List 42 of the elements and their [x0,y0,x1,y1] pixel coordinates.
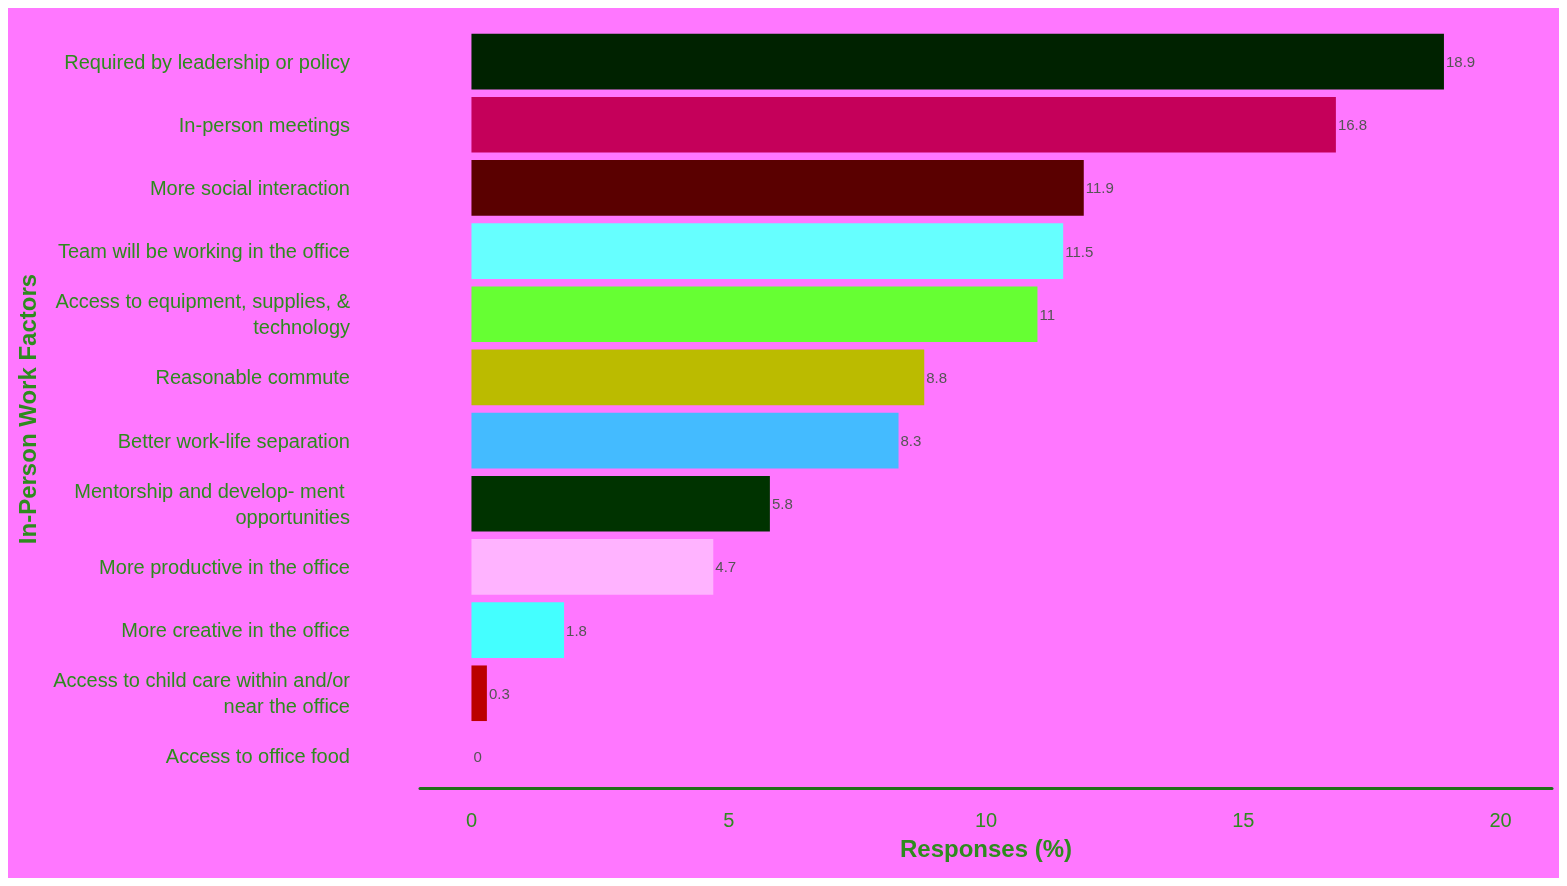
data-label: 8.3 [900,432,922,450]
y-axis-title: In-Person Work Factors [13,273,41,545]
bar [471,602,565,658]
bar [471,286,1038,343]
y-tick-label: Reasonable commute [155,366,350,389]
data-label: 1.8 [566,621,587,639]
bar [471,96,1336,153]
data-label: 0.3 [488,684,510,702]
data-label: 5.8 [771,495,793,513]
y-tick-label: More social interaction [149,176,350,199]
y-tick-label: Access to child care within and/or near the office [53,669,351,718]
x-tick-label: 20 [1489,809,1512,831]
y-tick-label: Required by leadership or policy [64,50,350,73]
y-tick-label: In-person meetings [178,113,350,136]
x-tick-label: 5 [723,809,735,831]
y-tick-label: Team will be working in the office [58,240,350,263]
y-tick-label: More productive in the office [99,555,350,578]
y-tick-label: Access to office food [165,745,350,768]
data-label: 11.5 [1065,242,1094,260]
bar [471,33,1444,90]
bar [471,475,770,532]
data-label: 11.9 [1085,179,1114,197]
data-label: 0 [473,747,482,765]
y-tick-label: Access to equipment, supplies, & technology [55,290,351,339]
data-label: 8.8 [926,368,948,386]
x-axis-title: Responses (%) [899,834,1073,862]
x-tick-label: 15 [1232,809,1255,831]
data-label: 18.9 [1445,53,1476,71]
bar [471,539,714,595]
data-label: 4.7 [715,558,737,576]
y-tick-label: Mentorship and develop- ment opportunities [74,479,350,528]
bar [471,665,487,722]
bar [471,223,1064,279]
bar [471,412,899,469]
x-tick-label: 0 [465,809,478,831]
y-tick-label: Better work-life separation [117,429,350,452]
x-tick-label: 10 [974,809,998,831]
data-label: 16.8 [1337,116,1368,134]
bar [471,349,925,406]
data-label: 11 [1039,305,1056,323]
bar [471,160,1084,216]
y-tick-label: More creative in the office [121,619,350,642]
